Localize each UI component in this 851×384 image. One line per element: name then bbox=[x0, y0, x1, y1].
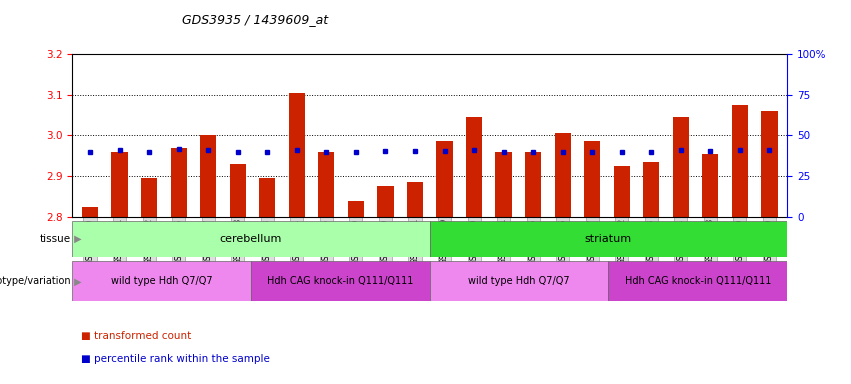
Bar bbox=[430, 261, 608, 301]
Bar bbox=[318, 152, 334, 217]
Text: genotype/variation: genotype/variation bbox=[0, 276, 71, 286]
Text: ▶: ▶ bbox=[71, 234, 81, 244]
Bar bbox=[466, 117, 483, 217]
Bar bbox=[377, 186, 393, 217]
Bar bbox=[72, 221, 430, 257]
Bar bbox=[82, 207, 98, 217]
Bar bbox=[72, 261, 251, 301]
Text: striatum: striatum bbox=[585, 234, 632, 244]
Bar bbox=[643, 162, 660, 217]
Text: wild type Hdh Q7/Q7: wild type Hdh Q7/Q7 bbox=[468, 276, 570, 286]
Bar bbox=[614, 166, 630, 217]
Text: Hdh CAG knock-in Q111/Q111: Hdh CAG knock-in Q111/Q111 bbox=[267, 276, 414, 286]
Bar bbox=[170, 147, 187, 217]
Text: ■ transformed count: ■ transformed count bbox=[81, 331, 191, 341]
Bar bbox=[111, 152, 128, 217]
Bar bbox=[525, 152, 541, 217]
Bar bbox=[555, 133, 571, 217]
Bar bbox=[430, 221, 787, 257]
Bar bbox=[288, 93, 305, 217]
Text: cerebellum: cerebellum bbox=[220, 234, 283, 244]
Bar bbox=[732, 105, 748, 217]
Bar bbox=[495, 152, 511, 217]
Bar bbox=[584, 141, 600, 217]
Bar bbox=[251, 261, 430, 301]
Bar bbox=[672, 117, 689, 217]
Bar bbox=[200, 136, 216, 217]
Bar bbox=[141, 178, 157, 217]
Text: wild type Hdh Q7/Q7: wild type Hdh Q7/Q7 bbox=[111, 276, 213, 286]
Text: tissue: tissue bbox=[39, 234, 71, 244]
Text: ■ percentile rank within the sample: ■ percentile rank within the sample bbox=[81, 354, 270, 364]
Text: Hdh CAG knock-in Q111/Q111: Hdh CAG knock-in Q111/Q111 bbox=[625, 276, 771, 286]
Bar bbox=[407, 182, 423, 217]
Bar bbox=[762, 111, 778, 217]
Text: GDS3935 / 1439609_at: GDS3935 / 1439609_at bbox=[182, 13, 328, 26]
Bar bbox=[702, 154, 718, 217]
Bar bbox=[608, 261, 787, 301]
Bar bbox=[260, 178, 276, 217]
Bar bbox=[437, 141, 453, 217]
Text: ▶: ▶ bbox=[71, 276, 81, 286]
Bar bbox=[230, 164, 246, 217]
Bar bbox=[348, 201, 364, 217]
